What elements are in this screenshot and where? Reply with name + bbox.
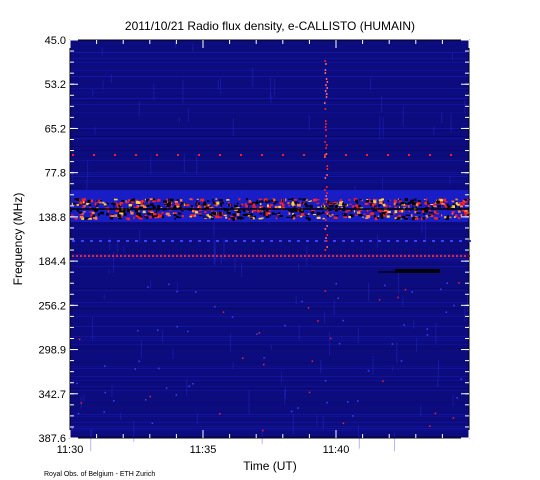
y-tick-label: 184.4 — [38, 256, 66, 268]
y-tick-label: 256.2 — [38, 300, 66, 312]
spectrogram-heat-layer — [70, 41, 471, 452]
y-tick-label: 77.8 — [45, 168, 66, 180]
y-tick-label: 65.2 — [45, 123, 66, 135]
x-tick-label: 11:30 — [57, 444, 84, 456]
x-axis: 11:30 11:35 11:40 — [57, 40, 470, 456]
x-axis-label: Time (UT) — [243, 459, 297, 473]
x-tick-label: 11:35 — [190, 444, 217, 456]
y-axis: 45.0 53.2 65.2 77.8 138.8 184.4 256.2 298.9 342.… — [38, 35, 469, 445]
y-tick-label: 342.7 — [38, 389, 66, 401]
y-tick-label: 138.8 — [38, 212, 66, 224]
y-tick-label: 53.2 — [45, 79, 66, 91]
y-tick-label: 298.9 — [38, 345, 66, 357]
y-tick-label: 387.6 — [38, 433, 66, 445]
y-axis-label: Frequency (MHz) — [11, 193, 25, 286]
footer-credit: Royal Obs. of Belgium - ETH Zurich — [44, 471, 155, 478]
chart-title: 2011/10/21 Radio flux density, e-CALLIST… — [125, 19, 415, 33]
y-tick-label: 45.0 — [45, 35, 66, 47]
spectrogram-background — [70, 40, 469, 438]
spectrogram-plot-area — [69, 39, 471, 452]
x-tick-label: 11:40 — [323, 444, 350, 456]
